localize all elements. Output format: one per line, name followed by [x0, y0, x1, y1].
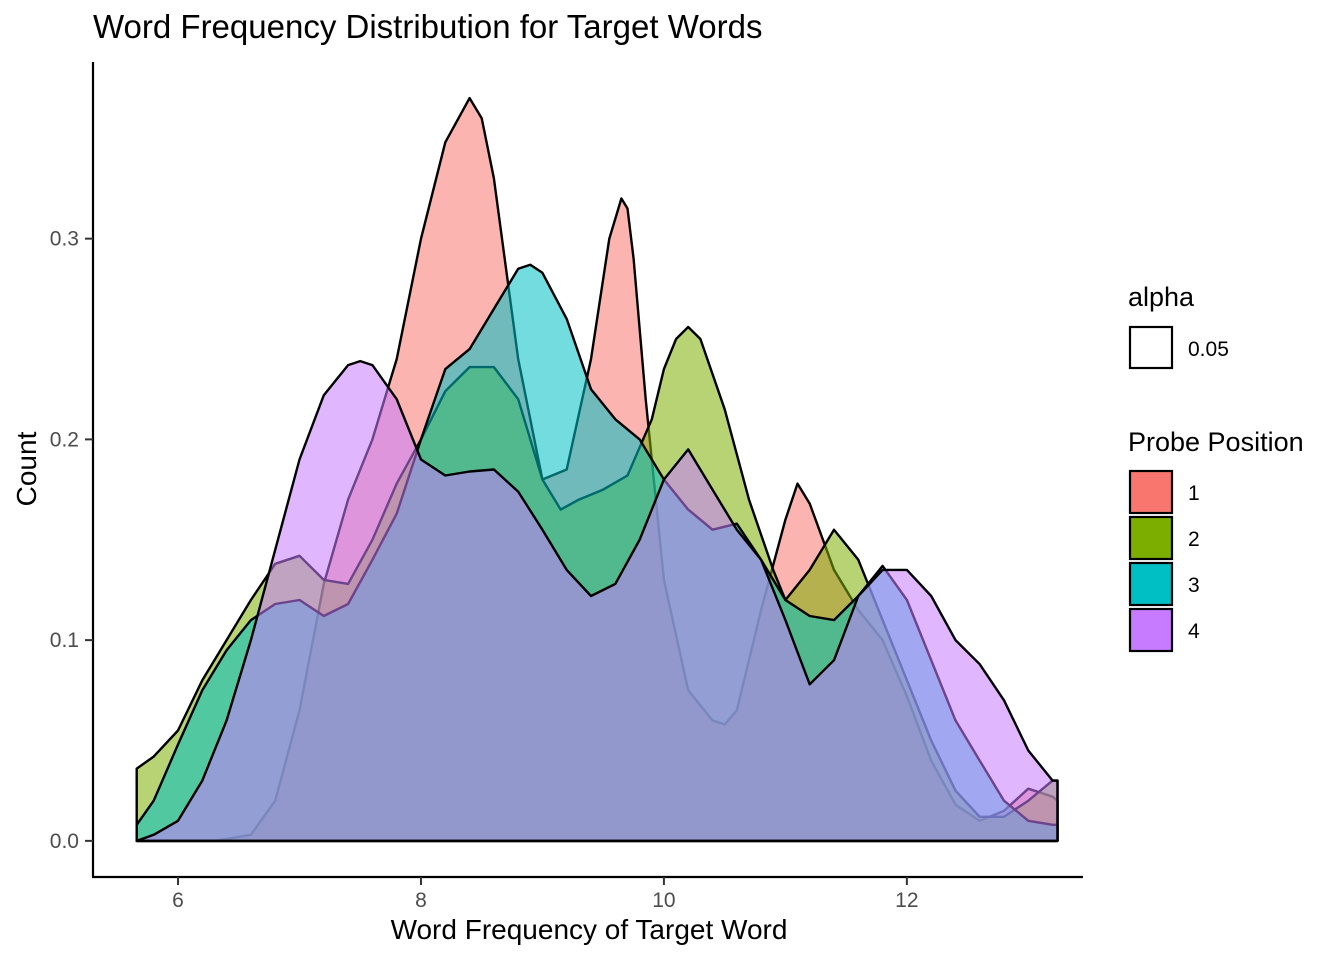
legend-key-2 [1128, 515, 1174, 561]
y-tick-label: 0.0 [50, 830, 79, 853]
density-series [135, 96, 1059, 843]
x-axis-title: Word Frequency of Target Word [391, 914, 788, 945]
x-axis-ticks: 6 8 10 12 [172, 877, 919, 912]
legend-label-2: 2 [1188, 528, 1200, 551]
alpha-legend: alpha 0.05 [1128, 282, 1229, 370]
y-tick-label: 0.3 [50, 228, 79, 251]
legend-key-1 [1128, 469, 1174, 515]
y-tick-label: 0.2 [50, 428, 79, 451]
x-tick-label: 12 [895, 889, 918, 912]
probe-position-legend: Probe Position 1 2 3 4 [1128, 427, 1304, 653]
chart-title: Word Frequency Distribution for Target W… [93, 8, 762, 45]
x-tick-label: 6 [172, 889, 184, 912]
probe-position-legend-title: Probe Position [1128, 427, 1304, 457]
legend-key-3 [1128, 561, 1174, 607]
x-tick-label: 8 [415, 889, 427, 912]
legend-label-4: 4 [1188, 620, 1200, 643]
legend-key-4 [1128, 607, 1174, 653]
legend-label-1: 1 [1188, 482, 1200, 505]
density-area-4 [135, 359, 1059, 843]
alpha-legend-key [1128, 325, 1174, 370]
y-axis-ticks: 0.0 0.1 0.2 0.3 [50, 228, 93, 853]
legend-label-3: 3 [1188, 574, 1200, 597]
alpha-legend-label: 0.05 [1188, 338, 1229, 361]
alpha-legend-title: alpha [1128, 282, 1195, 312]
x-tick-label: 10 [652, 889, 675, 912]
y-axis-title: Count [11, 431, 42, 506]
y-tick-label: 0.1 [50, 629, 79, 652]
